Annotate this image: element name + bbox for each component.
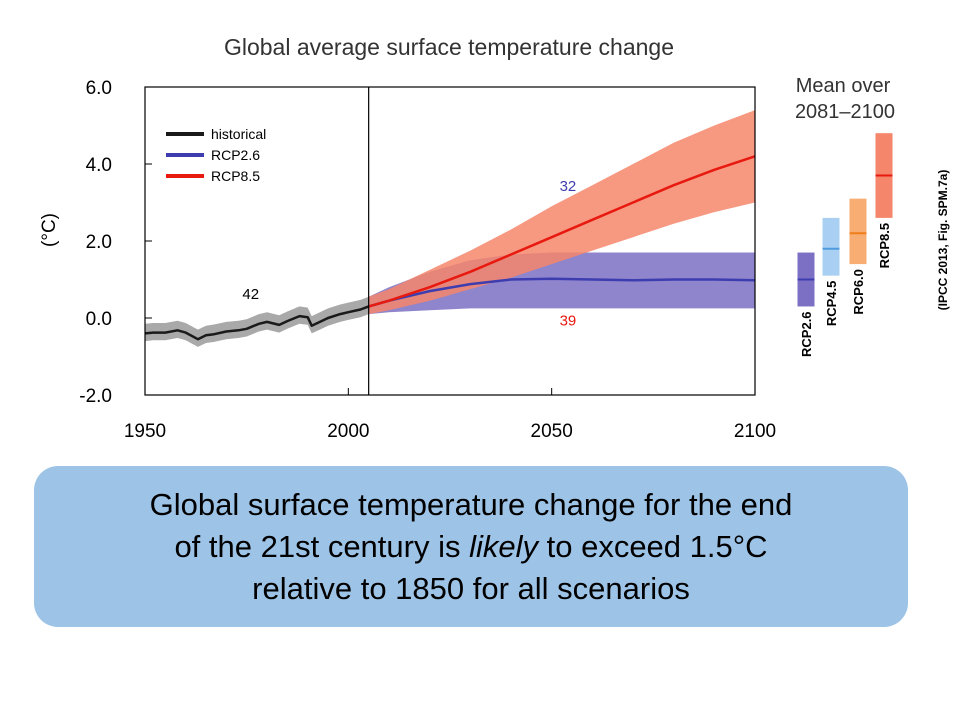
legend-label: RCP8.5: [211, 168, 260, 184]
temperature-chart: Global average surface temperature chang…: [39, 34, 950, 442]
y-tick-label: 4.0: [86, 155, 112, 176]
line-rcp26: [368, 277, 756, 308]
legend-label: historical: [211, 126, 266, 142]
band-historical: [145, 296, 369, 347]
x-tick-label: 1950: [124, 421, 166, 442]
side-bar-label: RCP8.5: [877, 223, 892, 269]
y-tick-label: 0.0: [86, 309, 112, 330]
model-count-rcp26: 32: [560, 178, 577, 195]
legend-label: RCP2.6: [211, 147, 260, 163]
y-tick-label: -2.0: [79, 386, 112, 407]
callout-italic-word: likely: [469, 528, 538, 564]
side-bar-rcp60: [849, 198, 867, 265]
band-rcp85: [368, 110, 755, 315]
side-panel-title-line2: 2081–2100: [795, 101, 895, 123]
model-count-rcp85: 39: [560, 313, 577, 330]
y-axis-label: (°C): [39, 213, 60, 247]
line-rcp85: [368, 155, 756, 308]
callout-line2-end: to exceed 1.5°C: [538, 528, 768, 564]
x-tick-label: 2050: [531, 421, 573, 442]
chart-title: Global average surface temperature chang…: [224, 34, 674, 60]
side-panel-title-line1: Mean over: [796, 75, 891, 97]
y-tick-label: 2.0: [86, 232, 112, 253]
callout-line2-start: of the 21st century is: [174, 528, 470, 564]
line-historical: [144, 305, 370, 341]
side-bar-label: RCP2.6: [799, 311, 814, 357]
callout-text: Global surface temperature change for th…: [150, 484, 793, 610]
model-count-historical: 42: [242, 286, 259, 303]
x-tick-label: 2100: [734, 421, 776, 442]
callout-line1: Global surface temperature change for th…: [149, 486, 793, 522]
source-note: (IPCC 2013, Fig. SPM.7a): [936, 170, 950, 311]
callout-line3: relative to 1850 for all scenarios: [252, 570, 690, 606]
side-bar-label: RCP4.5: [824, 281, 839, 327]
y-tick-label: 6.0: [86, 78, 112, 99]
side-bar-rcp45: [822, 217, 840, 276]
callout-box: Global surface temperature change for th…: [34, 466, 908, 627]
x-tick-label: 2000: [327, 421, 369, 442]
side-bar-label: RCP6.0: [851, 269, 866, 315]
